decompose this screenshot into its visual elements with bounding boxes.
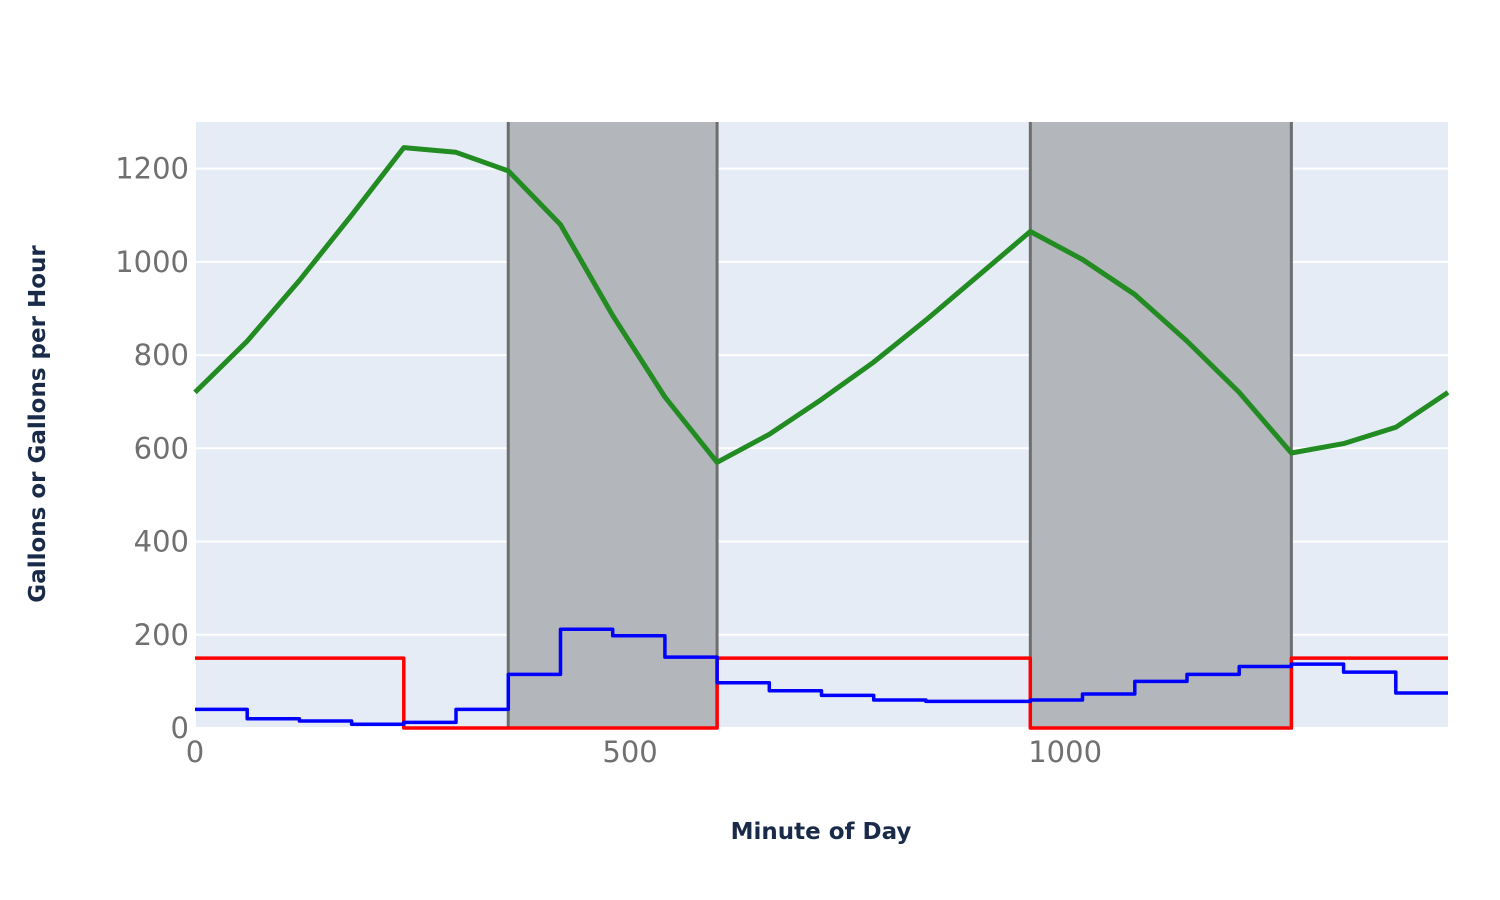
x-tick-label: 500	[602, 735, 657, 769]
shaded-region	[1030, 122, 1292, 728]
y-tick-label: 0	[171, 711, 189, 745]
shaded-region	[508, 122, 718, 728]
y-tick-label: 400	[134, 525, 189, 559]
series-line-3	[195, 627, 1448, 727]
x-tick-label: 0	[186, 735, 204, 769]
x-tick-label: 1000	[1028, 735, 1102, 769]
x-axis-title: Minute of Day	[731, 819, 912, 845]
series-line-2	[195, 656, 1448, 730]
x-axis-ticks: 0 500 1000	[186, 735, 1102, 769]
y-tick-label: 800	[134, 338, 189, 372]
y-tick-label: 200	[134, 618, 189, 652]
y-tick-label: 600	[134, 431, 189, 465]
y-tick-label: 1200	[115, 152, 189, 186]
series-lines	[193, 145, 1450, 730]
y-axis-title: Gallons or Gallons per Hour	[25, 245, 51, 603]
series-line-1	[193, 145, 1450, 465]
shaded-regions	[506, 122, 1293, 728]
y-tick-label: 1000	[115, 245, 189, 279]
y-axis-ticks: 0 200 400 600 800 1000 1200	[115, 152, 189, 745]
